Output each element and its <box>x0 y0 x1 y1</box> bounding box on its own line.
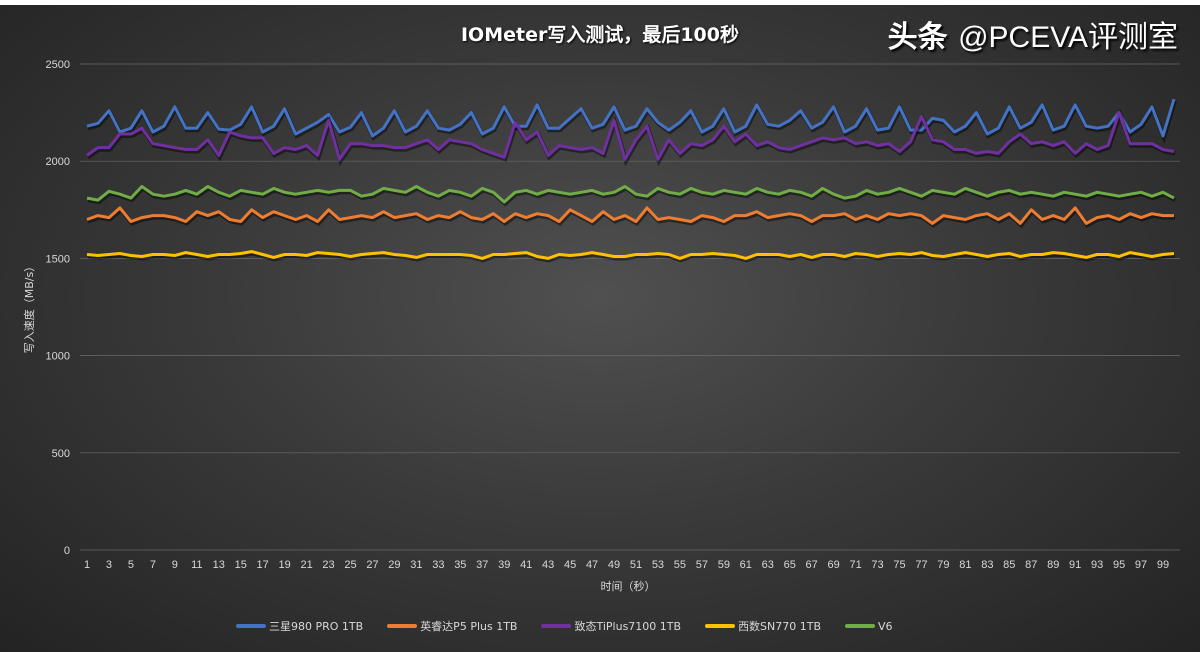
x-tick-label: 63 <box>762 559 774 571</box>
x-tick-label: 41 <box>520 559 532 571</box>
x-tick-label: 61 <box>740 559 752 571</box>
x-axis-title: 时间（秒） <box>601 579 656 593</box>
x-tick-label: 5 <box>128 559 134 571</box>
series-line-3 <box>86 250 1175 260</box>
x-tick-label: 65 <box>784 559 796 571</box>
x-tick-label: 23 <box>322 559 334 571</box>
x-tick-label: 7 <box>150 559 156 571</box>
x-tick-label: 67 <box>806 559 818 571</box>
x-tick-label: 9 <box>172 559 178 571</box>
x-tick-label: 37 <box>476 559 488 571</box>
x-tick-label: 79 <box>937 559 949 571</box>
x-tick-label: 47 <box>586 559 598 571</box>
legend-swatch <box>236 624 266 628</box>
x-tick-label: 31 <box>410 559 422 571</box>
x-tick-label: 77 <box>915 559 927 571</box>
legend-swatch <box>705 624 736 628</box>
x-tick-label: 45 <box>564 559 576 571</box>
legend: 三星980 PRO 1TB 英睿达P5 Plus 1TB 致态TiPlus7100 … <box>236 618 893 634</box>
x-tick-label: 3 <box>106 559 112 571</box>
legend-item: 英睿达P5 Plus 1TB <box>387 618 517 634</box>
legend-item: 三星980 PRO 1TB <box>236 618 363 634</box>
x-tick-label: 19 <box>279 559 291 571</box>
x-tick-label: 95 <box>1113 559 1125 571</box>
x-tick-label: 73 <box>871 559 883 571</box>
x-tick-label: 29 <box>388 559 400 571</box>
legend-label: V6 <box>878 619 893 633</box>
x-tick-label: 15 <box>235 559 247 571</box>
x-tick-label: 69 <box>828 559 840 571</box>
legend-swatch <box>387 624 418 628</box>
x-tick-label: 89 <box>1047 559 1059 571</box>
x-tick-label: 53 <box>652 559 664 571</box>
x-tick-label: 75 <box>893 559 905 571</box>
watermark-handle: @PCEVA评测室 <box>958 21 1178 54</box>
legend-item: 西数SN770 1TB <box>705 618 821 634</box>
x-tick-label: 57 <box>696 559 708 571</box>
series-line-4 <box>86 185 1175 204</box>
x-tick-label: 91 <box>1069 559 1081 571</box>
x-tick-label: 85 <box>1003 559 1015 571</box>
legend-label: 西数SN770 1TB <box>738 620 822 633</box>
watermark: 头条 @PCEVA评测室 <box>888 12 1178 56</box>
x-tick-label: 51 <box>630 559 642 571</box>
x-tick-label: 39 <box>498 559 510 571</box>
y-axis-title: 写入速度（MB/s） <box>22 261 36 353</box>
x-tick-label: 83 <box>981 559 993 571</box>
legend-label: 三星980 PRO 1TB <box>269 620 364 633</box>
x-tick-label: 59 <box>718 559 730 571</box>
chart-title: IOMeter写入测试，最后100秒 <box>460 24 739 46</box>
x-tick-label: 81 <box>959 559 971 571</box>
y-tick-label: 1500 <box>46 253 70 265</box>
x-tick-label: 49 <box>608 559 620 571</box>
x-tick-label: 87 <box>1025 559 1037 571</box>
series-shadow <box>87 251 1176 263</box>
x-tick-label: 99 <box>1157 559 1169 571</box>
y-tick-label: 0 <box>64 545 70 557</box>
legend-item: V6 <box>845 620 893 633</box>
x-tick-label: 11 <box>191 559 202 571</box>
x-tick-label: 1 <box>84 559 90 571</box>
x-tick-label: 25 <box>344 559 356 571</box>
y-tick-label: 2000 <box>46 156 70 168</box>
x-tick-label: 33 <box>432 559 444 571</box>
x-tick-label: 27 <box>366 559 378 571</box>
chart-area <box>0 5 1200 652</box>
y-tick-label: 1000 <box>46 351 70 363</box>
legend-swatch <box>845 624 876 628</box>
series-shadow <box>87 100 1177 145</box>
legend-label: 致态TiPlus7100 1TB <box>574 620 682 633</box>
watermark-brand: 头条 <box>887 20 948 55</box>
series-line-2 <box>86 111 1175 161</box>
x-tick-label: 71 <box>849 559 861 571</box>
x-tick-label: 35 <box>454 559 466 571</box>
y-tick-label: 500 <box>52 448 70 460</box>
x-tick-label: 55 <box>674 559 686 571</box>
x-tick-label: 17 <box>257 559 269 571</box>
x-tick-label: 93 <box>1091 559 1103 571</box>
x-tick-label: 43 <box>542 559 554 571</box>
x-tick-label: 97 <box>1135 559 1147 571</box>
series-line-1 <box>86 206 1174 225</box>
legend-swatch <box>541 624 572 628</box>
legend-item: 致态TiPlus7100 1TB <box>541 618 681 634</box>
y-tick-label: 2500 <box>46 59 70 71</box>
x-tick-label: 13 <box>213 559 225 571</box>
series-line-0 <box>86 98 1176 138</box>
x-tick-label: 21 <box>300 559 312 571</box>
legend-label: 英睿达P5 Plus 1TB <box>420 620 518 633</box>
